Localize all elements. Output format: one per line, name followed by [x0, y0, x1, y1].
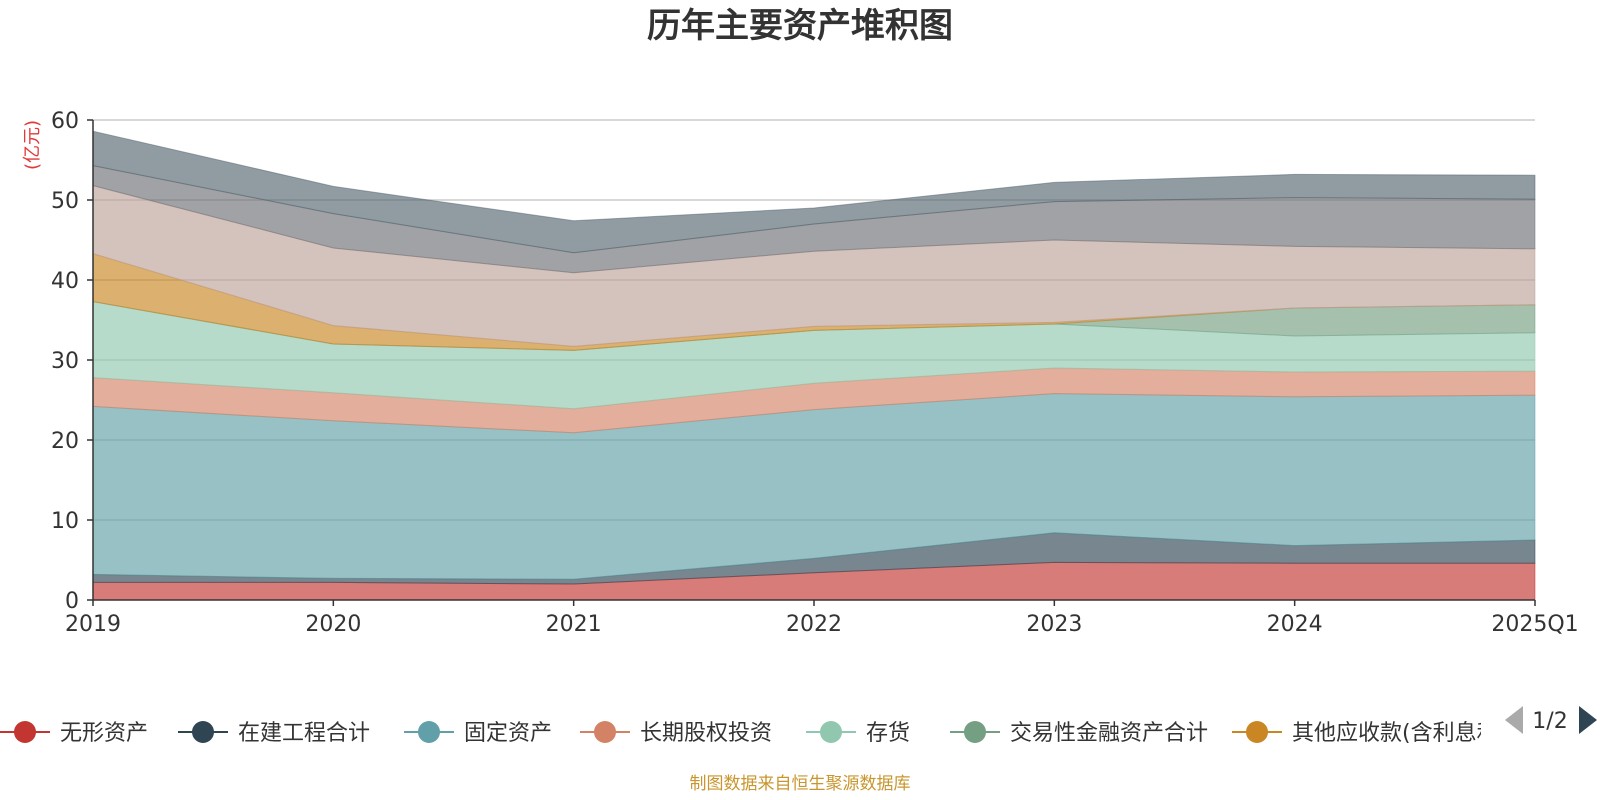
legend-item[interactable]: 交易性金融资产合计 [950, 721, 1208, 746]
legend-pager: 1/2 [1505, 706, 1597, 734]
legend-next-arrow-icon[interactable] [1579, 706, 1597, 734]
legend-item[interactable]: 在建工程合计 [178, 721, 370, 746]
x-tick-label: 2021 [546, 612, 602, 637]
legend-marker [1246, 721, 1268, 743]
legend-marker [820, 721, 842, 743]
legend-prev-arrow-icon[interactable] [1505, 706, 1523, 734]
x-tick-label: 2019 [65, 612, 121, 637]
y-tick-label: 0 [65, 589, 79, 614]
legend-item[interactable]: 无形资产 [0, 721, 148, 746]
x-tick-label: 2024 [1267, 612, 1323, 637]
legend-marker [14, 721, 36, 743]
y-tick-label: 40 [51, 269, 79, 294]
area-series-9 [92, 130, 1536, 254]
x-tick-label: 2020 [305, 612, 361, 637]
x-tick-label: 2023 [1026, 612, 1082, 637]
y-tick-label: 20 [51, 429, 79, 454]
legend-marker [594, 721, 616, 743]
y-tick-label: 30 [51, 349, 79, 374]
y-tick-label: 50 [51, 189, 79, 214]
data-source-note: 制图数据来自恒生聚源数据库 [690, 774, 911, 794]
legend-page-indicator: 1/2 [1532, 709, 1567, 734]
legend-label: 固定资产 [464, 721, 552, 746]
legend-item[interactable]: 固定资产 [404, 721, 552, 746]
legend-label: 存货 [866, 721, 910, 746]
chart-title: 历年主要资产堆积图 [647, 6, 953, 46]
legend-marker [418, 721, 440, 743]
y-axis-unit: (亿元) [22, 120, 43, 170]
legend-label: 交易性金融资产合计 [1010, 721, 1208, 746]
legend-label: 其他应收款(含利息和股利) [1292, 721, 1551, 746]
legend-item[interactable]: 其他应收款(含利息和股利) [1232, 721, 1551, 746]
legend-label: 无形资产 [60, 721, 148, 746]
x-tick-label: 2025Q1 [1491, 612, 1578, 637]
legend-item[interactable]: 长期股权投资 [580, 721, 772, 746]
x-tick-label: 2022 [786, 612, 842, 637]
area-series-group [92, 130, 1536, 601]
legend-label: 长期股权投资 [640, 721, 772, 746]
legend-marker [964, 721, 986, 743]
legend-item[interactable]: 存货 [806, 721, 910, 746]
legend-label: 在建工程合计 [238, 721, 370, 746]
y-tick-label: 60 [51, 109, 79, 134]
legend-marker [192, 721, 214, 743]
y-tick-label: 10 [51, 509, 79, 534]
legend: 无形资产 在建工程合计 固定资产 长期股权投资 存货 交易性金融资产合计 其他应收款(含利息… [0, 721, 1551, 746]
axes: 0 10 20 30 40 50 60 2019 2020 2021 2022 2023 2024 202… [51, 109, 1579, 637]
